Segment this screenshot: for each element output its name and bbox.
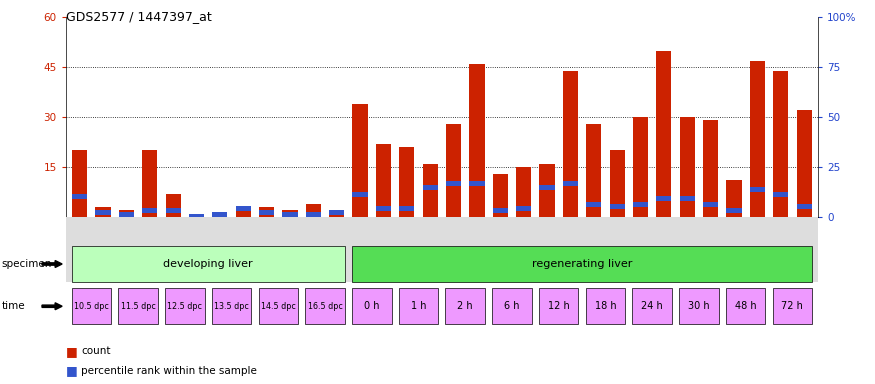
Bar <box>446 180 461 185</box>
Bar <box>235 207 251 212</box>
Bar <box>610 151 625 217</box>
Text: GDS2577 / 1447397_at: GDS2577 / 1447397_at <box>66 10 212 23</box>
Text: 2 h: 2 h <box>458 301 473 311</box>
Bar <box>656 197 671 202</box>
Bar <box>423 185 438 190</box>
Bar <box>329 210 344 215</box>
Text: 14.5 dpc: 14.5 dpc <box>261 302 296 311</box>
Bar <box>774 71 788 217</box>
Bar <box>796 205 812 210</box>
Bar <box>235 210 251 217</box>
Text: 30 h: 30 h <box>688 301 710 311</box>
Bar <box>259 210 274 215</box>
Bar <box>165 209 181 214</box>
Text: 10.5 dpc: 10.5 dpc <box>74 302 108 311</box>
Bar <box>750 61 765 217</box>
Bar <box>376 144 391 217</box>
Bar <box>72 151 88 217</box>
Text: 72 h: 72 h <box>781 301 803 311</box>
Bar <box>493 174 507 217</box>
Text: percentile rank within the sample: percentile rank within the sample <box>81 366 257 376</box>
Bar <box>95 207 110 217</box>
Text: 1 h: 1 h <box>410 301 426 311</box>
Bar <box>774 192 788 197</box>
Bar <box>165 194 181 217</box>
Bar <box>516 207 531 212</box>
Bar <box>283 212 298 217</box>
Text: ■: ■ <box>66 345 77 358</box>
Bar <box>353 192 367 197</box>
Bar <box>259 207 274 217</box>
Text: specimen: specimen <box>2 259 52 269</box>
Bar <box>72 195 88 200</box>
Text: developing liver: developing liver <box>164 259 253 269</box>
Text: 48 h: 48 h <box>735 301 757 311</box>
Bar <box>119 210 134 217</box>
Text: 12.5 dpc: 12.5 dpc <box>167 302 202 311</box>
Bar <box>95 210 110 215</box>
Bar <box>540 185 555 190</box>
Text: 16.5 dpc: 16.5 dpc <box>308 302 342 311</box>
Text: 0 h: 0 h <box>364 301 380 311</box>
Bar <box>563 180 578 185</box>
Bar <box>796 111 812 217</box>
Bar <box>563 71 578 217</box>
Text: 6 h: 6 h <box>504 301 520 311</box>
Bar <box>726 209 742 214</box>
Bar <box>142 209 158 214</box>
Bar <box>329 210 344 217</box>
Bar <box>142 151 158 217</box>
Bar <box>119 212 134 217</box>
Bar <box>189 215 204 220</box>
Bar <box>680 117 695 217</box>
Bar <box>305 212 321 217</box>
Bar <box>305 204 321 217</box>
Bar <box>493 209 507 214</box>
Bar <box>446 124 461 217</box>
Bar <box>283 210 298 217</box>
Bar <box>633 202 648 207</box>
Bar <box>469 64 485 217</box>
Text: 12 h: 12 h <box>548 301 570 311</box>
Text: 18 h: 18 h <box>595 301 616 311</box>
Bar <box>213 212 228 217</box>
Bar <box>540 164 555 217</box>
Bar <box>213 214 228 217</box>
Bar <box>610 205 625 210</box>
Bar <box>353 104 367 217</box>
Bar <box>703 121 718 217</box>
Bar <box>376 207 391 212</box>
Bar <box>469 180 485 185</box>
Bar <box>586 202 601 207</box>
Bar <box>399 207 415 212</box>
Bar <box>516 167 531 217</box>
Text: count: count <box>81 346 111 356</box>
Bar <box>586 124 601 217</box>
Bar <box>726 180 742 217</box>
Text: 24 h: 24 h <box>641 301 663 311</box>
Text: 11.5 dpc: 11.5 dpc <box>121 302 156 311</box>
Bar <box>423 164 438 217</box>
Text: ■: ■ <box>66 364 77 377</box>
Text: regenerating liver: regenerating liver <box>532 259 633 269</box>
Bar <box>703 202 718 207</box>
Text: time: time <box>2 301 25 311</box>
Text: 13.5 dpc: 13.5 dpc <box>214 302 249 311</box>
Bar <box>399 147 415 217</box>
Bar <box>680 197 695 202</box>
Bar <box>633 117 648 217</box>
Bar <box>189 215 204 217</box>
Bar <box>750 187 765 192</box>
Bar <box>656 51 671 217</box>
